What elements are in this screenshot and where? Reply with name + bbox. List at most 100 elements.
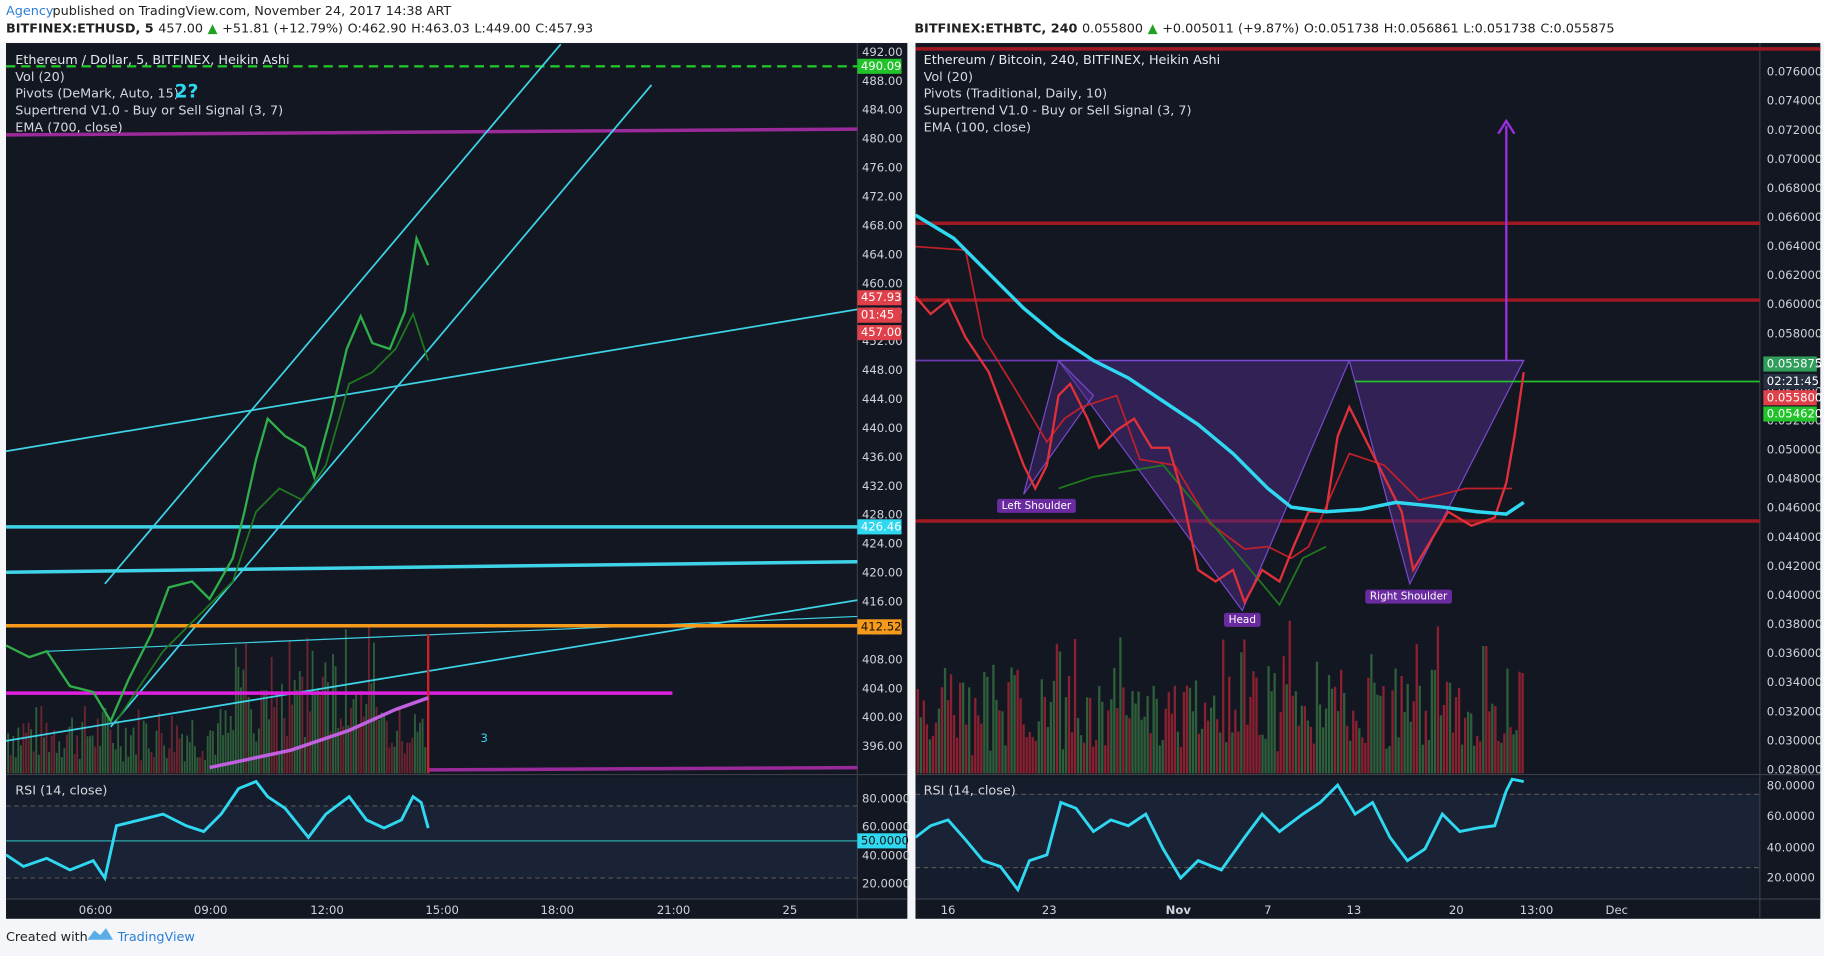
footer-brand[interactable]: TradingView <box>117 930 195 945</box>
volume-bar <box>25 732 27 774</box>
legend-item: Supertrend V1.0 - Buy or Sell Signal (3,… <box>924 104 1192 119</box>
volume-bar <box>30 729 33 774</box>
volume-bar <box>35 707 38 774</box>
volume-bar <box>53 729 56 774</box>
supertrend <box>115 311 430 722</box>
volume-bar <box>303 737 306 774</box>
volume-bar <box>81 722 84 774</box>
volume-bar <box>1167 692 1170 774</box>
volume-bar <box>86 736 89 774</box>
volume-bar <box>1367 677 1370 774</box>
volume-bar <box>237 666 240 774</box>
volume-bar <box>1222 639 1225 774</box>
volume-bar <box>206 736 209 774</box>
volume-bar <box>1031 737 1034 774</box>
volume-bar <box>1509 727 1512 774</box>
volume-bar <box>214 754 217 774</box>
volume-bar <box>928 739 932 774</box>
volume-bar <box>158 712 160 774</box>
volume-bar <box>265 690 268 774</box>
volume-bar <box>388 747 391 774</box>
volume-bar <box>42 737 45 774</box>
volume-bar <box>1476 735 1479 774</box>
price-tick-label: 488.00 <box>862 74 903 88</box>
volume-bar <box>1104 745 1107 774</box>
volume-bar <box>1076 718 1080 774</box>
volume-bar <box>989 750 992 774</box>
volume-bar <box>37 754 40 774</box>
volume-bar <box>1028 732 1031 774</box>
volume-bar <box>347 725 350 774</box>
volume-bar <box>1092 746 1095 774</box>
annotation: 3 <box>481 731 488 745</box>
volume-bar <box>1022 724 1025 774</box>
author-link[interactable]: Agency <box>6 4 54 19</box>
volume-bar <box>916 689 919 774</box>
volume-bar <box>1143 716 1146 774</box>
volume-bar <box>952 715 956 774</box>
legend-item: Pivots (Traditional, Daily, 10) <box>924 87 1107 102</box>
volume-bar <box>186 735 189 774</box>
price-tag-bg <box>857 58 902 74</box>
volume-bar <box>401 741 404 774</box>
volume-bar <box>1373 682 1376 774</box>
price-tick-label: 416.00 <box>862 595 903 609</box>
price-tick-label: 440.00 <box>862 421 903 435</box>
volume-bar <box>1085 697 1089 774</box>
volume-bars <box>7 620 1524 774</box>
price-path <box>914 295 1525 606</box>
volume-bar <box>992 664 995 774</box>
volume-bar <box>1004 745 1007 774</box>
volume-bar <box>1494 706 1497 774</box>
price-tick-label: 428.00 <box>862 508 903 522</box>
volume-bar <box>1119 637 1122 774</box>
volume-bar <box>1243 639 1246 774</box>
volume-bar <box>199 756 201 774</box>
volume-bar <box>1179 747 1183 774</box>
volume-bar <box>1128 718 1131 774</box>
rsi-tick-label: 60.0000 <box>1767 809 1815 823</box>
volume-bar <box>1288 620 1291 774</box>
tv-logo <box>87 928 114 940</box>
volume-bar <box>406 742 409 774</box>
volume-bar <box>270 656 273 774</box>
volume-bar <box>980 723 983 774</box>
volume-bar <box>360 690 363 774</box>
volume-bar <box>165 758 168 774</box>
volume-bar <box>1176 731 1180 774</box>
price-tick-label: 476.00 <box>862 161 903 175</box>
volume-bar <box>403 753 406 774</box>
volume-bar <box>1246 724 1249 774</box>
price-tick-label: 0.050000 <box>1767 443 1822 457</box>
volume-bar <box>1473 745 1476 774</box>
volume-bar <box>1491 703 1494 774</box>
price-tick-label: 0.042000 <box>1767 559 1822 573</box>
volume-bar <box>1448 682 1452 774</box>
volume-bar <box>73 753 76 774</box>
volume-bar <box>275 690 278 774</box>
volume-bar <box>142 720 145 774</box>
volume-bar <box>1361 737 1364 774</box>
price-tick-label: 0.068000 <box>1767 181 1822 195</box>
volume-bar <box>1318 704 1322 774</box>
pattern-label-bg <box>997 498 1076 513</box>
volume-bar <box>91 735 94 774</box>
quote-field: BITFINEX:ETHBTC, 240 <box>914 22 1077 37</box>
rsi-tick-label: 80.0000 <box>862 791 910 805</box>
shoulder-triangle <box>1348 359 1525 586</box>
volume-bar <box>1312 743 1316 774</box>
volume-bar <box>965 724 968 774</box>
volume-bar <box>327 682 329 774</box>
volume-bar <box>173 752 176 774</box>
price-tick-label: 0.070000 <box>1767 152 1822 166</box>
price-tick-label: 0.074000 <box>1767 94 1822 108</box>
volume-bar <box>58 741 61 774</box>
volume-bar <box>68 726 71 774</box>
volume-bar <box>1267 666 1270 774</box>
volume-bar <box>147 748 150 774</box>
price-tick-label: 436.00 <box>862 450 903 464</box>
volume-bar <box>968 687 971 774</box>
volume-bar <box>1043 696 1046 774</box>
volume-bar <box>17 727 20 774</box>
volume-bar <box>1134 703 1137 774</box>
